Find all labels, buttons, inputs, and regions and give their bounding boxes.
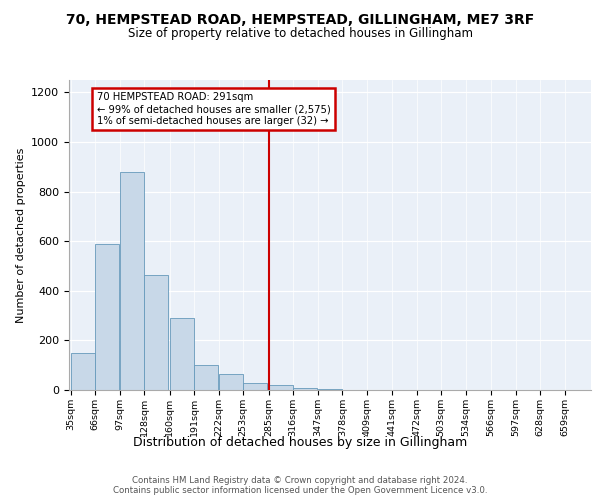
- Bar: [269, 385, 293, 390]
- Bar: [95, 244, 119, 390]
- Text: Contains HM Land Registry data © Crown copyright and database right 2024.
Contai: Contains HM Land Registry data © Crown c…: [113, 476, 487, 495]
- Text: Size of property relative to detached houses in Gillingham: Size of property relative to detached ho…: [128, 28, 473, 40]
- Bar: [119, 172, 144, 390]
- Bar: [243, 382, 268, 390]
- Bar: [71, 353, 95, 390]
- Bar: [293, 388, 317, 390]
- Text: 70 HEMPSTEAD ROAD: 291sqm
← 99% of detached houses are smaller (2,575)
1% of sem: 70 HEMPSTEAD ROAD: 291sqm ← 99% of detac…: [97, 92, 331, 126]
- Bar: [219, 374, 243, 390]
- Y-axis label: Number of detached properties: Number of detached properties: [16, 148, 26, 322]
- Text: Distribution of detached houses by size in Gillingham: Distribution of detached houses by size …: [133, 436, 467, 449]
- Bar: [194, 365, 218, 390]
- Text: 70, HEMPSTEAD ROAD, HEMPSTEAD, GILLINGHAM, ME7 3RF: 70, HEMPSTEAD ROAD, HEMPSTEAD, GILLINGHA…: [66, 12, 534, 26]
- Bar: [170, 318, 194, 390]
- Bar: [144, 274, 169, 390]
